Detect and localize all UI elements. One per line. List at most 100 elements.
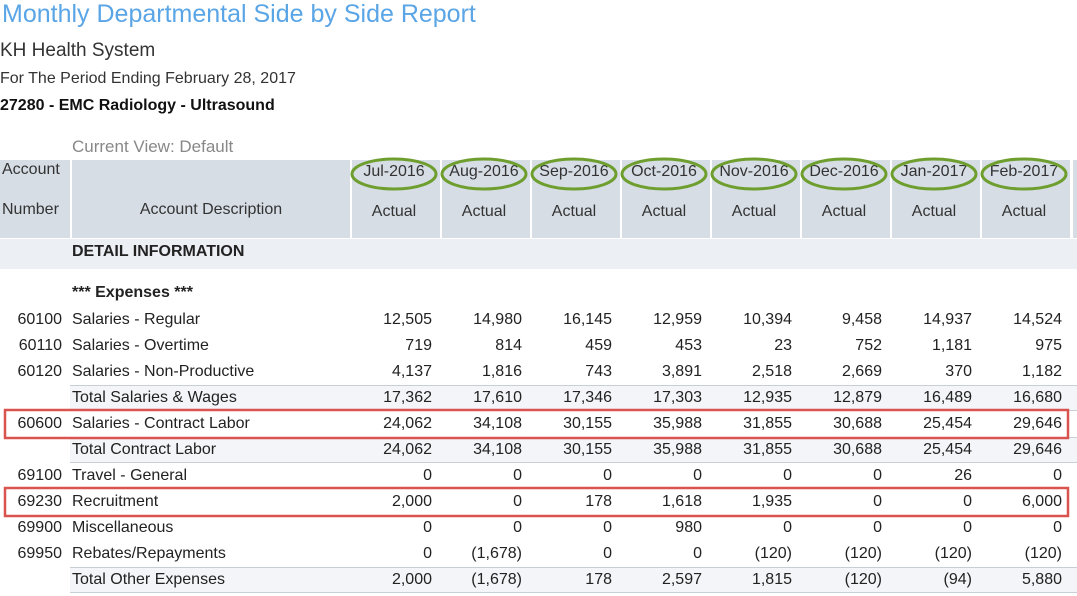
amount: 453 [675, 337, 702, 354]
account-description: Salaries - Regular [72, 311, 201, 328]
amount: 29,646 [1013, 415, 1062, 432]
amount: 2,669 [841, 363, 882, 380]
amount: 14,937 [923, 311, 972, 328]
measure-label: Actual [551, 203, 597, 220]
amount: 16,489 [923, 389, 972, 406]
amount: 0 [1053, 519, 1062, 536]
account-description: Travel - General [72, 467, 187, 484]
account-number: 60110 [18, 337, 62, 354]
amount: 35,988 [653, 415, 702, 432]
amount: 0 [693, 467, 702, 484]
amount: 0 [1053, 467, 1062, 484]
amount: (120) [934, 545, 972, 562]
amount: 0 [423, 467, 432, 484]
measure-label: Actual [641, 203, 687, 220]
amount: 0 [873, 519, 882, 536]
organization: KH Health System [0, 40, 156, 61]
period-label: Aug-2016 [449, 163, 519, 180]
account-number: 60600 [17, 415, 63, 432]
header-divider [710, 160, 712, 238]
amount: 2,597 [661, 571, 702, 588]
amount: (120) [844, 545, 882, 562]
current-view: Current View: Default [72, 137, 234, 156]
account-description: Total Other Expenses [72, 571, 225, 588]
report-title: Monthly Departmental Side by Side Report [2, 0, 476, 28]
header-divider [980, 160, 982, 238]
amount: 1,815 [751, 571, 792, 588]
header-divider [350, 160, 352, 238]
amount: 16,680 [1013, 389, 1062, 406]
amount: 980 [675, 519, 702, 536]
amount: 0 [603, 519, 612, 536]
amount: 34,108 [473, 441, 522, 458]
account-number: 60120 [17, 363, 63, 380]
amount: 17,303 [653, 389, 702, 406]
amount: 9,458 [841, 311, 882, 328]
amount: 31,855 [743, 415, 792, 432]
amount: 178 [585, 493, 612, 510]
amount: 0 [873, 493, 882, 510]
amount: 0 [693, 545, 702, 562]
amount: 17,610 [473, 389, 522, 406]
amount: 0 [423, 545, 432, 562]
amount: 814 [495, 337, 522, 354]
amount: 370 [945, 363, 972, 380]
amount: 35,988 [653, 441, 702, 458]
measure-label: Actual [461, 203, 507, 220]
period-label: Dec-2016 [809, 163, 879, 180]
header-band-edge [1073, 160, 1077, 238]
account-description: Total Contract Labor [72, 441, 217, 458]
measure-label: Actual [911, 203, 957, 220]
account-description: Miscellaneous [72, 519, 174, 536]
account-number: 69950 [17, 545, 63, 562]
measure-label: Actual [1001, 203, 1047, 220]
amount: 0 [423, 519, 432, 536]
amount: 0 [513, 519, 522, 536]
amount: 5,880 [1021, 571, 1062, 588]
period-label: Jul-2016 [363, 163, 425, 180]
total-band [70, 567, 1077, 593]
amount: 24,062 [383, 441, 432, 458]
amount: 1,935 [751, 493, 792, 510]
amount: 0 [603, 545, 612, 562]
header-divider [1070, 160, 1072, 238]
section-title: DETAIL INFORMATION [72, 243, 245, 260]
amount: 2,000 [391, 571, 432, 588]
section-band [0, 239, 1077, 269]
header-divider [70, 160, 72, 238]
account-number: 69100 [17, 467, 63, 484]
amount: 0 [963, 493, 972, 510]
total-band [70, 437, 1077, 463]
amount: 1,618 [661, 493, 702, 510]
account-description: Total Salaries & Wages [72, 389, 237, 406]
account-description: Salaries - Non-Productive [72, 363, 255, 380]
amount: 1,181 [931, 337, 972, 354]
amount: 30,155 [563, 441, 612, 458]
measure-label: Actual [371, 203, 417, 220]
account-description: Salaries - Overtime [72, 337, 209, 354]
amount: 0 [783, 467, 792, 484]
amount: 25,454 [923, 441, 972, 458]
amount: 10,394 [743, 311, 792, 328]
amount: 459 [585, 337, 612, 354]
amount: 3,891 [661, 363, 702, 380]
measure-label: Actual [731, 203, 777, 220]
amount: 178 [585, 571, 612, 588]
amount: 16,145 [563, 311, 612, 328]
amount: 719 [405, 337, 432, 354]
amount: (1,678) [471, 545, 522, 562]
header-divider [890, 160, 892, 238]
amount: 4,137 [391, 363, 432, 380]
amount: 1,182 [1021, 363, 1062, 380]
amount: 12,959 [653, 311, 702, 328]
header-description: Account Description [139, 201, 283, 218]
amount: 0 [513, 467, 522, 484]
group-title: *** Expenses *** [72, 284, 193, 301]
amount: (120) [844, 571, 882, 588]
account-description: Recruitment [72, 493, 159, 510]
account-number: 69230 [17, 493, 63, 510]
amount: (94) [943, 571, 972, 588]
amount: 17,346 [563, 389, 612, 406]
amount: (120) [1024, 545, 1062, 562]
